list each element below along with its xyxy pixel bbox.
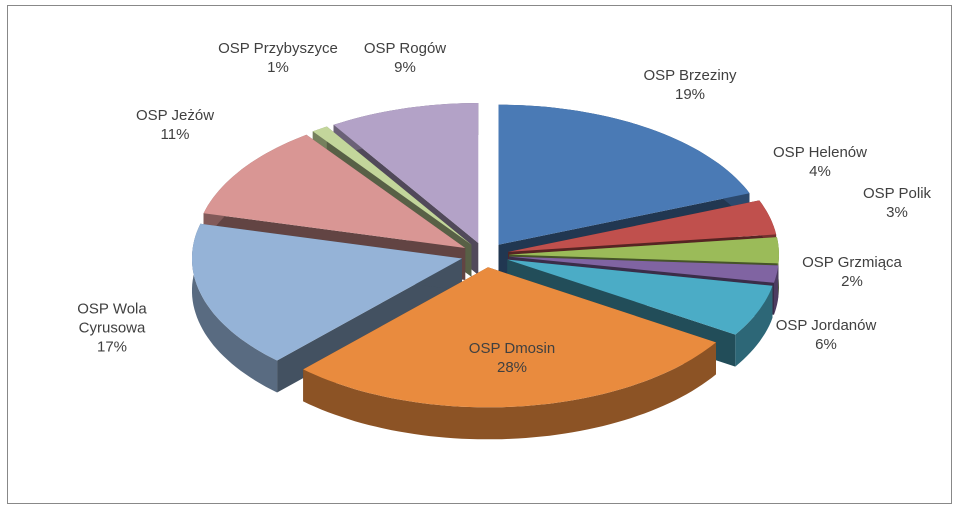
value-label: 3% bbox=[886, 204, 908, 221]
value-label: 1% bbox=[267, 59, 289, 76]
chart-frame bbox=[7, 5, 952, 504]
value-label: 19% bbox=[674, 86, 706, 103]
data-label: OSP Helenów 4% bbox=[770, 143, 870, 181]
value-label: 17% bbox=[96, 338, 128, 356]
slice bbox=[203, 134, 466, 248]
category-label: OSP Dmosin bbox=[468, 340, 556, 357]
slice bbox=[508, 200, 777, 252]
slice bbox=[333, 103, 479, 243]
category-label: OSP Jeżów bbox=[135, 107, 215, 124]
data-label: OSP Brzeziny 19% bbox=[630, 66, 750, 104]
slice bbox=[303, 267, 716, 408]
slice bbox=[192, 223, 462, 361]
slice bbox=[507, 259, 773, 335]
slice-wall bbox=[192, 223, 278, 393]
value-label: 11% bbox=[160, 126, 190, 143]
slice-wall bbox=[735, 285, 773, 367]
slice bbox=[509, 237, 779, 264]
value-label: 28% bbox=[496, 359, 528, 376]
category-label: OSP Helenów bbox=[773, 144, 867, 161]
data-label: OSP Grzmiąca 2% bbox=[802, 253, 902, 291]
category-label: OSP Jordanów bbox=[775, 317, 877, 334]
category-label: OSP Polik bbox=[862, 185, 932, 202]
value-label: 6% bbox=[815, 336, 837, 353]
category-label: OSP Przybyszyce bbox=[218, 40, 338, 57]
value-label: 4% bbox=[809, 163, 831, 180]
value-label: 9% bbox=[394, 59, 416, 76]
slice bbox=[312, 126, 472, 245]
category-label: OSP Grzmiąca bbox=[802, 254, 902, 271]
slice-wall bbox=[303, 342, 716, 440]
data-label: OSP Polik 3% bbox=[852, 184, 942, 222]
data-label: OSP Przybyszyce 1% bbox=[203, 39, 353, 77]
data-label: OSP Jordanów 6% bbox=[771, 316, 881, 354]
data-label: OSP Wola Cyrusowa 17% bbox=[67, 300, 157, 357]
category-label: OSP Brzeziny bbox=[643, 67, 737, 84]
slice-wall bbox=[774, 265, 779, 315]
category-label: OSP Wola Cyrusowa bbox=[77, 300, 147, 337]
data-label: OSP Dmosin 28% bbox=[462, 339, 562, 377]
data-label: OSP Jeżów 11% bbox=[130, 106, 220, 144]
slice bbox=[508, 256, 779, 283]
data-label: OSP Rogów 9% bbox=[360, 39, 450, 77]
category-label: OSP Rogów bbox=[363, 40, 447, 57]
slice bbox=[498, 104, 750, 245]
value-label: 2% bbox=[841, 273, 863, 290]
slice-tops bbox=[192, 103, 779, 408]
